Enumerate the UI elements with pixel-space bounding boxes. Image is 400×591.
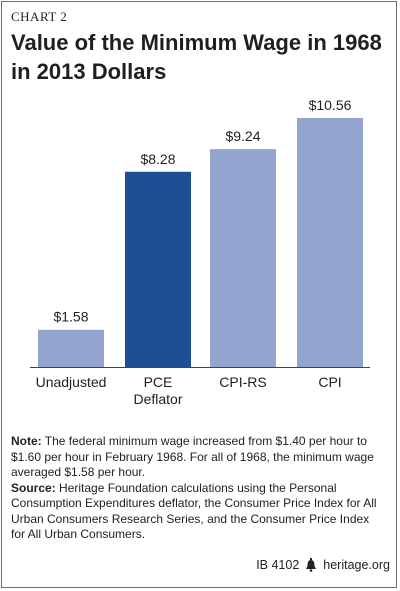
chart-title: Value of the Minimum Wage in 1968 in 201… (11, 28, 391, 86)
bar-1 (125, 171, 191, 367)
bar-value-label-3: $10.56 (309, 97, 352, 113)
footer: IB 4102 heritage.org (256, 558, 390, 572)
bar-0 (38, 329, 104, 367)
source-text: Heritage Foundation calculations using t… (11, 480, 377, 542)
title-line-2: in 2013 Dollars (11, 59, 167, 84)
note-label: Note: (11, 434, 42, 448)
issue-brief-id: IB 4102 (256, 558, 300, 572)
bar-2 (210, 149, 276, 367)
liberty-bell-icon (306, 558, 317, 572)
chart-number: CHART 2 (11, 9, 68, 24)
source-label: Source: (11, 480, 56, 495)
title-line-1: Value of the Minimum Wage in 1968 (11, 30, 382, 55)
bar-3 (297, 118, 363, 367)
bar-value-label-2: $9.24 (225, 128, 260, 144)
note-text: The federal minimum wage increased from … (11, 434, 374, 479)
bar-value-label-1: $8.28 (140, 151, 175, 167)
site-name: heritage.org (323, 558, 390, 572)
note-paragraph: Note: The federal minimum wage increased… (11, 434, 386, 481)
category-label-1-line0: PCE (144, 374, 173, 390)
notes-block: Note: The federal minimum wage increased… (11, 434, 386, 543)
category-label-1-line1: Deflator (133, 391, 182, 407)
category-label-0: Unadjusted (36, 374, 107, 390)
bar-value-label-0: $1.58 (53, 309, 88, 325)
category-label-2: CPI-RS (219, 374, 266, 390)
category-label-3: CPI (318, 374, 341, 390)
source-paragraph: Source: Heritage Foundation calculations… (11, 481, 386, 543)
